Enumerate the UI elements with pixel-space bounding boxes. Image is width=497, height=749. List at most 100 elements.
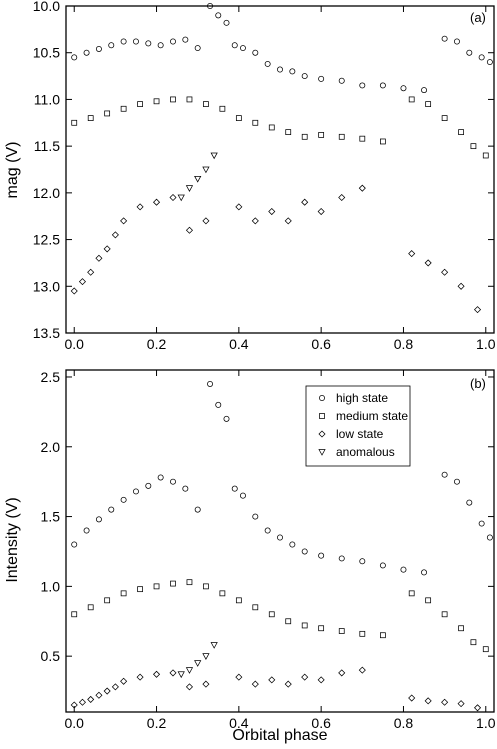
panel-b-point-medium-state — [137, 586, 143, 593]
panel-b-point-anomalous — [177, 671, 185, 679]
panel-b-frame — [65, 369, 495, 713]
panel-b-point-medium-state — [425, 597, 432, 604]
panel-b-point-high-state — [289, 541, 296, 548]
panel-b-x-tick-label: 0.4 — [229, 715, 249, 731]
panel-a-point-low-state — [120, 217, 128, 225]
panel-a-x-tick-label: 0.6 — [311, 336, 331, 352]
panel-a-y-axis: 10.0 10.5 11.0 11.5 12.0 12.5 13.0 13.5 — [33, 0, 494, 341]
legend-marker-low-state — [318, 430, 326, 438]
panel-b-point-high-state — [318, 552, 325, 559]
panel-b-point-medium-state — [482, 646, 489, 653]
panel-b-point-anomalous — [194, 660, 202, 667]
panel-b-point-high-state — [277, 534, 283, 541]
panel-a-point-medium-state — [235, 115, 242, 121]
panel-b-xlabel: Orbital phase — [232, 727, 327, 744]
panel-a-point-low-state — [474, 306, 482, 314]
panel-a-y-tick-label: 10.0 — [33, 0, 60, 14]
panel-a-point-high-state — [207, 3, 214, 9]
panel-a-point-high-state — [338, 77, 345, 84]
panel-a-point-low-state — [95, 254, 103, 262]
panel-b-point-low-state — [153, 670, 161, 678]
panel-b-ylabel: Intensity (V) — [4, 497, 21, 582]
panel-a-point-medium-state — [318, 132, 325, 138]
panel-b-point-anomalous — [185, 667, 194, 674]
panel-b-point-low-state — [169, 669, 177, 677]
panel-a-point-high-state — [231, 42, 238, 49]
panel-a-point-medium-state — [219, 105, 226, 112]
panel-b-point-medium-state — [252, 604, 259, 611]
panel-b-point-low-state — [284, 680, 292, 688]
panel-a-point-high-state — [239, 45, 246, 52]
panel-a-point-medium-state — [338, 133, 345, 140]
panel-a-point-medium-state — [252, 119, 259, 126]
panel-b-point-medium-state — [268, 611, 275, 618]
panel-b-point-high-state — [231, 485, 238, 492]
panel-b-point-medium-state — [153, 583, 160, 590]
panel-a-point-low-state — [103, 245, 111, 253]
panel-a-point-low-state — [268, 208, 276, 216]
panel-b-point-medium-state — [104, 597, 111, 604]
panel-b-point-low-state — [235, 673, 243, 681]
panel-b-point-medium-state — [408, 590, 415, 597]
panel-a-point-high-state — [318, 75, 325, 82]
panel-b-point-low-state — [95, 691, 103, 699]
legend-label: anomalous — [336, 445, 395, 459]
panel-a-point-high-state — [289, 68, 296, 75]
panel-a-point-high-state — [478, 54, 485, 61]
panel-a-point-medium-state — [71, 119, 78, 126]
panel-b-point-high-state — [108, 506, 115, 513]
panel-b-point-low-state — [474, 704, 482, 712]
panel-b-y-tick-label: 2.0 — [41, 439, 61, 455]
panel-b-point-high-state — [441, 471, 448, 478]
panel-a-point-high-state — [120, 38, 127, 45]
panel-a-point-high-state — [264, 60, 271, 67]
panel-a-y-tick-label: 12.5 — [33, 232, 60, 248]
panel-b-point-high-state — [170, 478, 176, 485]
panel-a-point-high-state — [157, 42, 164, 49]
panel-b-point-low-state — [358, 666, 366, 674]
panel-a-y-tick-label: 10.5 — [33, 45, 60, 61]
panel-a-point-medium-state — [285, 129, 292, 136]
panel-a-x-tick-label: 1.0 — [476, 336, 496, 352]
panel-b-x-tick-label: 0.2 — [147, 715, 167, 731]
panel-b-point-low-state — [268, 676, 276, 684]
panel-a-point-high-state — [145, 40, 152, 47]
panel-a-point-anomalous — [202, 166, 210, 174]
panel-a-point-high-state — [486, 59, 493, 66]
panel-b-point-medium-state — [458, 625, 464, 632]
panel-a-point-low-state — [169, 193, 177, 202]
panel-b-point-high-state — [301, 548, 308, 555]
panel-a-point-low-state — [424, 259, 432, 267]
panel-a-point-high-state — [421, 87, 428, 94]
panel-a-point-low-state — [251, 217, 259, 225]
panel-a-point-high-state — [83, 49, 90, 56]
panel-b-point-high-state — [194, 506, 201, 513]
panel-a-y-tick-label: 12.0 — [33, 185, 60, 201]
panel-a-point-medium-state — [203, 101, 209, 107]
panel-a-y-tick-label: 11.5 — [34, 138, 60, 154]
panel-b-point-low-state — [424, 697, 432, 705]
panel-b-point-high-state — [453, 478, 460, 485]
panel-b-point-medium-state — [219, 590, 226, 597]
panel-b-point-low-state — [338, 669, 346, 677]
panel-b-point-high-state — [421, 569, 428, 576]
legend-marker-high-state — [319, 395, 325, 401]
panel-a-point-medium-state — [87, 115, 94, 121]
panel-b-point-high-state — [400, 566, 407, 573]
panel-a-x-axis: 0.0 0.2 0.4 0.6 0.8 1.0 — [64, 6, 496, 352]
panel-b-point-high-state — [478, 520, 485, 527]
panel-a-point-low-state — [136, 203, 144, 211]
panel-a-point-low-state — [153, 198, 161, 206]
panel-b-point-medium-state — [87, 604, 94, 611]
panel-a-point-high-state — [301, 73, 308, 80]
panel-b-point-medium-state — [318, 625, 325, 632]
panel-a-label: (a) — [470, 10, 486, 25]
panel-a-point-high-state — [359, 82, 366, 89]
panel-b-point-medium-state — [301, 622, 308, 629]
panel-a: (a) mag (V) 0.0 0.2 0.4 0.6 0.8 1.0 10.010.51… — [4, 0, 496, 352]
panel-a-point-high-state — [194, 45, 201, 52]
panel-a-point-high-state — [182, 36, 189, 43]
legend-marker-medium-state — [319, 413, 325, 419]
panel-b-x-tick-label: 0.8 — [394, 715, 414, 731]
